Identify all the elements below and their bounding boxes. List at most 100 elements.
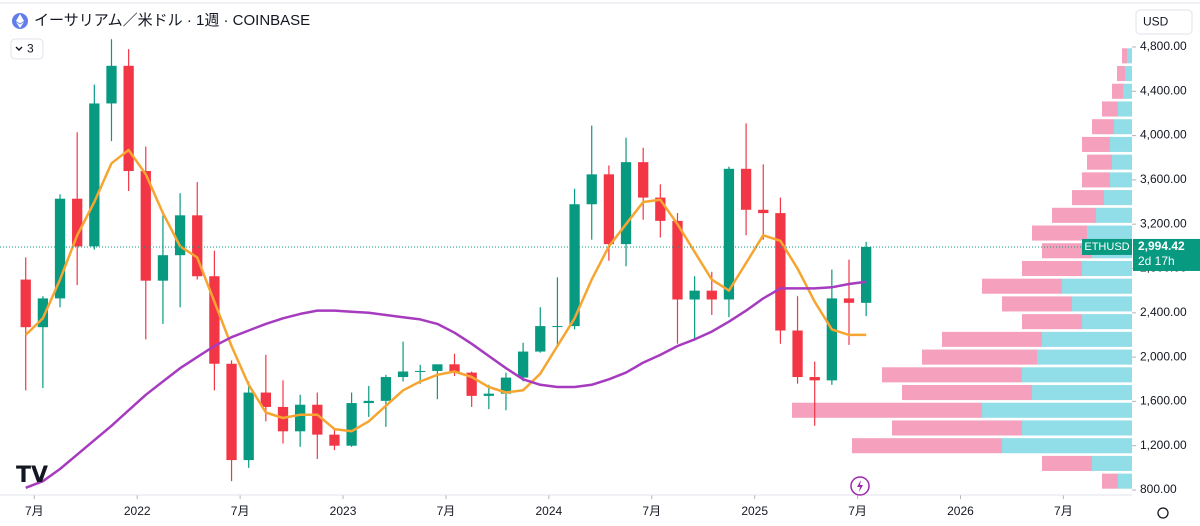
profile-down	[1072, 190, 1104, 206]
candle-body	[140, 171, 151, 281]
candle-body	[449, 364, 460, 373]
candle-body	[758, 209, 769, 214]
candle-body	[569, 204, 580, 327]
eth-glyph	[16, 14, 24, 28]
candle-body	[740, 168, 752, 210]
x-tick-label: 7月	[231, 504, 250, 518]
profile-up	[1082, 314, 1132, 330]
candle-body	[192, 215, 203, 277]
profile-down	[1102, 473, 1118, 489]
profile-down	[1092, 119, 1114, 135]
candle-body	[466, 372, 477, 396]
profile-up	[1072, 296, 1132, 312]
tv-logo: 𝗧𝗩	[16, 462, 48, 487]
candle-body	[209, 276, 220, 364]
symbol-label: ETHUSD	[1084, 241, 1129, 253]
y-tick-label: 2,000.00	[1140, 349, 1187, 363]
profile-down	[982, 278, 1062, 294]
profile-up	[982, 402, 1132, 418]
profile-up	[1114, 119, 1132, 135]
profile-up	[1118, 101, 1132, 117]
candle-body	[723, 168, 735, 300]
candle-body	[89, 103, 100, 247]
candle-body	[655, 197, 666, 221]
candle-body	[363, 400, 374, 404]
profile-down	[792, 402, 982, 418]
profile-up	[1127, 48, 1132, 64]
candle-body	[312, 404, 323, 435]
candle-body	[397, 371, 409, 378]
chevron	[15, 46, 23, 51]
profile-down	[1112, 83, 1123, 99]
indicator-toggle[interactable]	[10, 38, 44, 60]
profile-down	[1082, 172, 1110, 188]
candle-body	[586, 174, 597, 205]
profile-down	[1087, 154, 1112, 170]
candle-body	[260, 392, 271, 407]
profile-up	[1110, 172, 1132, 188]
profile-down	[1082, 136, 1110, 152]
candle-body	[638, 162, 649, 198]
profile-up	[1118, 473, 1132, 489]
candle-body	[535, 326, 546, 352]
y-tick-label: 3,600.00	[1140, 172, 1187, 186]
profile-up	[1062, 278, 1132, 294]
profile-up	[1042, 331, 1132, 347]
candle-body	[106, 65, 117, 104]
candle-body	[295, 404, 306, 432]
price-box	[1133, 238, 1200, 271]
plot: 800.00 1,200.00 1,600.00 2,000.00 2,400.00 2,…	[0, 39, 1187, 518]
profile-up	[1022, 420, 1132, 436]
profile-down	[1032, 225, 1087, 241]
candle-body	[380, 377, 392, 401]
moving-average	[24, 148, 867, 433]
profile-up	[1032, 385, 1132, 401]
candle-body	[843, 298, 855, 303]
y-tick-label: 1,200.00	[1140, 438, 1187, 452]
profile-down	[852, 438, 1002, 454]
candle-body	[672, 220, 683, 300]
candle-body	[20, 279, 31, 328]
x-tick-label: 7月	[1054, 504, 1073, 518]
candle-body	[706, 290, 717, 300]
x-tick-label: 2022	[124, 504, 151, 518]
candle-body	[517, 351, 529, 378]
candle-body	[620, 162, 632, 245]
profile-up	[1096, 207, 1132, 223]
x-tick-label: 2026	[947, 504, 974, 518]
candle-body	[809, 377, 820, 381]
candle-body	[346, 403, 357, 446]
x-tick-label: 7月	[642, 504, 661, 518]
candle-body	[861, 246, 872, 303]
currency-button[interactable]	[1135, 9, 1193, 35]
symbol-box	[1082, 238, 1132, 255]
indicator-count: 3	[27, 42, 34, 56]
price-label: 2,994.42	[1138, 239, 1185, 253]
candle-body	[603, 174, 615, 245]
profile-down	[1117, 66, 1125, 82]
x-tick-label: 7月	[437, 504, 456, 518]
profile-down	[1022, 260, 1082, 277]
candle-body	[792, 330, 803, 378]
candle-body	[243, 392, 254, 461]
profile-up	[1092, 455, 1132, 471]
profile-up	[1123, 83, 1132, 99]
profile-down	[1122, 48, 1127, 64]
candle-body	[157, 255, 169, 281]
candle-body	[329, 434, 340, 446]
profile-down	[1022, 314, 1082, 330]
profile-down	[1042, 455, 1092, 471]
x-tick-label: 2023	[330, 504, 357, 518]
candle-body	[775, 213, 786, 331]
candle-body	[432, 364, 443, 371]
x-tick-label: 2025	[741, 504, 768, 518]
currency-label: USD	[1143, 15, 1169, 29]
profile-up	[1037, 349, 1132, 365]
settings-icon[interactable]	[1157, 507, 1169, 519]
y-tick-label: 1,600.00	[1140, 394, 1187, 408]
event-glyph	[857, 480, 863, 492]
profile-down	[902, 385, 1032, 401]
candle-body	[552, 326, 563, 328]
